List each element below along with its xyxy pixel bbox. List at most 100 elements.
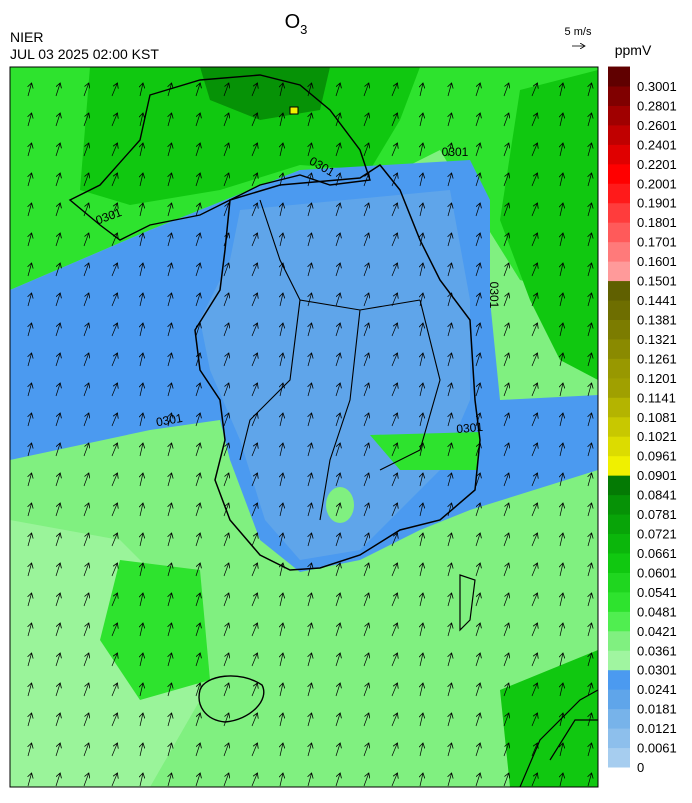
wind-arrow xyxy=(251,473,257,487)
wind-arrow xyxy=(168,473,172,487)
wind-arrow xyxy=(448,623,452,637)
wind-arrow xyxy=(55,383,60,397)
wind-arrow xyxy=(420,173,423,187)
wind-arrow xyxy=(560,713,563,727)
colorbar-segment xyxy=(608,397,630,418)
wind-arrow xyxy=(503,203,509,217)
wind-arrow xyxy=(83,593,89,607)
wind-arrow xyxy=(588,293,592,307)
wind-arrow xyxy=(223,383,229,397)
wind-arrow xyxy=(55,293,60,307)
wind-arrow xyxy=(195,713,200,727)
contour-label: 0301 xyxy=(442,145,469,159)
wind-arrow xyxy=(195,203,200,217)
wind-arrow xyxy=(503,143,509,157)
wind-arrow xyxy=(28,413,32,427)
wind-arrow xyxy=(420,263,423,277)
colorbar-segment xyxy=(608,66,630,87)
colorbar-label: 0.1901 xyxy=(637,196,677,211)
wind-arrow xyxy=(335,353,340,367)
wind-arrow xyxy=(475,743,480,757)
wind-arrow xyxy=(83,503,89,517)
wind-arrow xyxy=(363,383,369,397)
wind-arrow xyxy=(28,263,32,277)
field-inland-green xyxy=(370,432,480,470)
jeju-island xyxy=(198,675,265,723)
wind-arrow xyxy=(448,293,452,307)
wind-arrow xyxy=(168,533,172,547)
wind-arrow xyxy=(251,773,257,787)
wind-arrow xyxy=(223,353,229,367)
wind-arrow xyxy=(308,203,312,217)
colorbar-segment xyxy=(608,144,630,165)
wind-arrow xyxy=(308,173,312,187)
wind-arrow xyxy=(28,203,32,217)
wind-arrow xyxy=(83,773,89,787)
wind-arrow xyxy=(251,263,257,277)
colorbar-segment xyxy=(608,552,630,573)
colorbar-label: 0.2601 xyxy=(637,118,677,133)
wind-arrow xyxy=(363,653,369,667)
border-north xyxy=(68,74,371,241)
colorbar-segment xyxy=(608,747,630,768)
wind-arrow xyxy=(251,533,257,547)
wind-arrow xyxy=(308,293,312,307)
wind-arrow xyxy=(55,503,60,517)
wind-arrow xyxy=(391,623,397,637)
wind-arrow xyxy=(560,773,563,787)
wind-arrow xyxy=(391,503,397,517)
wind-arrow xyxy=(420,503,423,517)
colorbar-label: 0.0361 xyxy=(637,643,677,658)
wind-arrow xyxy=(195,173,200,187)
wind-arrow xyxy=(560,383,563,397)
wind-arrow xyxy=(503,593,509,607)
wind-arrow xyxy=(83,413,89,427)
wind-arrow xyxy=(28,473,32,487)
field-southwest xyxy=(100,560,210,700)
wind-arrow xyxy=(503,743,509,757)
wind-arrow xyxy=(308,713,312,727)
wind-arrow xyxy=(475,113,480,127)
wind-arrow xyxy=(420,533,423,547)
wind-arrow xyxy=(531,503,537,517)
wind-arrow xyxy=(308,533,312,547)
wind-arrow xyxy=(195,233,200,247)
wind-arrow xyxy=(28,233,32,247)
wind-arrow xyxy=(223,173,229,187)
wind-arrow xyxy=(560,563,563,577)
wind-arrow xyxy=(140,743,143,757)
wind-arrow xyxy=(531,683,537,697)
wind-arrow xyxy=(55,563,60,577)
colorbar-segment xyxy=(608,222,630,243)
wind-arrow xyxy=(195,83,200,97)
wind-arrow xyxy=(140,383,143,397)
wind-arrow xyxy=(503,323,509,337)
wind-arrow xyxy=(168,683,172,697)
wind-arrow xyxy=(195,563,200,577)
wind-arrow xyxy=(140,293,143,307)
wind-arrow xyxy=(531,323,537,337)
wind-arrow xyxy=(391,413,397,427)
wind-arrow xyxy=(363,413,369,427)
wind-arrow xyxy=(280,503,283,517)
wind-arrow xyxy=(420,353,423,367)
wind-arrow xyxy=(588,563,592,577)
wind-arrow xyxy=(308,413,312,427)
wind-arrow xyxy=(83,323,89,337)
wind-arrow xyxy=(308,593,312,607)
colorbar-label: 0.1261 xyxy=(637,351,677,366)
colorbar-segment xyxy=(608,728,630,749)
wind-arrow xyxy=(335,773,340,787)
wind-arrow xyxy=(588,623,592,637)
wind-arrow xyxy=(223,533,229,547)
wind-arrow xyxy=(391,443,397,457)
field-east xyxy=(500,70,598,380)
wind-arrow xyxy=(280,233,283,247)
wind-arrow xyxy=(588,473,592,487)
wind-arrow xyxy=(475,143,480,157)
wind-arrow xyxy=(475,413,480,427)
wind-arrow xyxy=(308,353,312,367)
wind-arrow xyxy=(168,743,172,757)
